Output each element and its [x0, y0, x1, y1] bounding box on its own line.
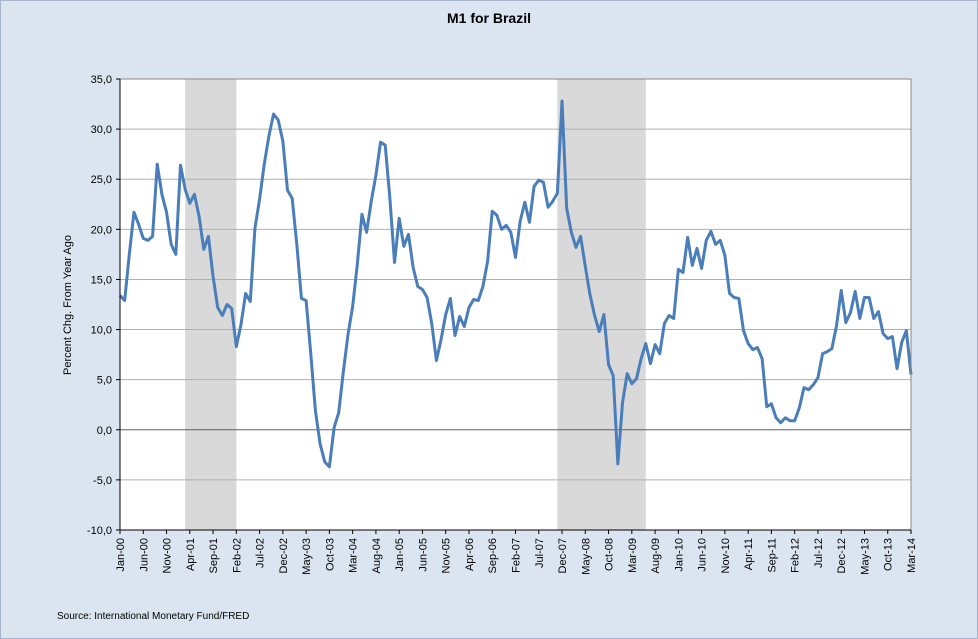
chart-title: M1 for Brazil — [446, 10, 531, 26]
x-tick-label: Mar-09 — [627, 538, 639, 573]
series-line — [118, 99, 913, 469]
x-tick-label: Feb-07 — [511, 538, 523, 573]
x-tick-label: Apr-11 — [743, 538, 755, 570]
x-tick-label: Nov-10 — [720, 538, 732, 573]
source-note: Source: International Monetary Fund/FRED — [57, 611, 250, 622]
y-tick-label: 20,0 — [91, 224, 112, 236]
x-tick-label: Mar-14 — [906, 538, 918, 573]
x-tick-label: Jan-10 — [673, 538, 685, 572]
x-tick-label: Dec-02 — [278, 538, 290, 573]
x-tick-label: Apr-06 — [464, 538, 476, 571]
y-tick-label: 30,0 — [91, 124, 112, 136]
x-tick-label: Dec-07 — [557, 538, 569, 573]
x-tick-label: Sep-11 — [766, 538, 778, 573]
x-tick-label: Nov-05 — [441, 538, 453, 573]
x-tick-label: Jul-07 — [534, 538, 546, 568]
y-tick-label: 10,0 — [91, 325, 112, 337]
x-tick-label: Sep-01 — [208, 538, 220, 573]
y-tick-label: 35,0 — [91, 74, 112, 86]
x-tick-label: Jul-02 — [255, 538, 267, 568]
x-tick-label: Sep-06 — [487, 538, 499, 573]
x-tick-label: Apr-01 — [185, 538, 197, 571]
x-tick-label: Oct-08 — [604, 538, 616, 571]
y-tick-label: -5,0 — [93, 475, 112, 487]
y-tick-label: 5,0 — [97, 375, 112, 387]
recession-band — [557, 79, 646, 530]
x-tick-label: May-03 — [301, 538, 313, 575]
x-tick-label: Jan-00 — [115, 538, 127, 572]
x-tick-label: Aug-04 — [371, 538, 383, 573]
y-tick-label: 15,0 — [91, 274, 112, 286]
y-tick-label: 25,0 — [91, 174, 112, 186]
x-tick-label: Oct-03 — [324, 538, 336, 571]
y-tick-label: -10,0 — [87, 525, 112, 537]
x-tick-label: May-08 — [580, 538, 592, 575]
x-tick-label: Jul-12 — [813, 538, 825, 568]
x-tick-label: Oct-13 — [883, 538, 895, 571]
x-tick-label: Feb-02 — [231, 538, 243, 573]
y-tick-label: 0,0 — [97, 425, 112, 437]
x-tick-label: Jun-10 — [697, 538, 709, 572]
x-tick-label: Aug-09 — [650, 538, 662, 573]
x-tick-label: Nov-00 — [162, 538, 174, 573]
x-tick-label: Jun-05 — [417, 538, 429, 572]
x-tick-label: Mar-04 — [348, 538, 360, 573]
y-axis-title: Percent Chg. From Year Ago — [62, 235, 74, 375]
x-tick-label: Dec-12 — [836, 538, 848, 573]
x-tick-label: Jan-05 — [394, 538, 406, 572]
plot-area — [120, 79, 911, 530]
x-tick-label: Feb-12 — [790, 538, 802, 573]
x-tick-label: May-13 — [859, 538, 871, 575]
x-tick-label: Jun-00 — [138, 538, 150, 572]
